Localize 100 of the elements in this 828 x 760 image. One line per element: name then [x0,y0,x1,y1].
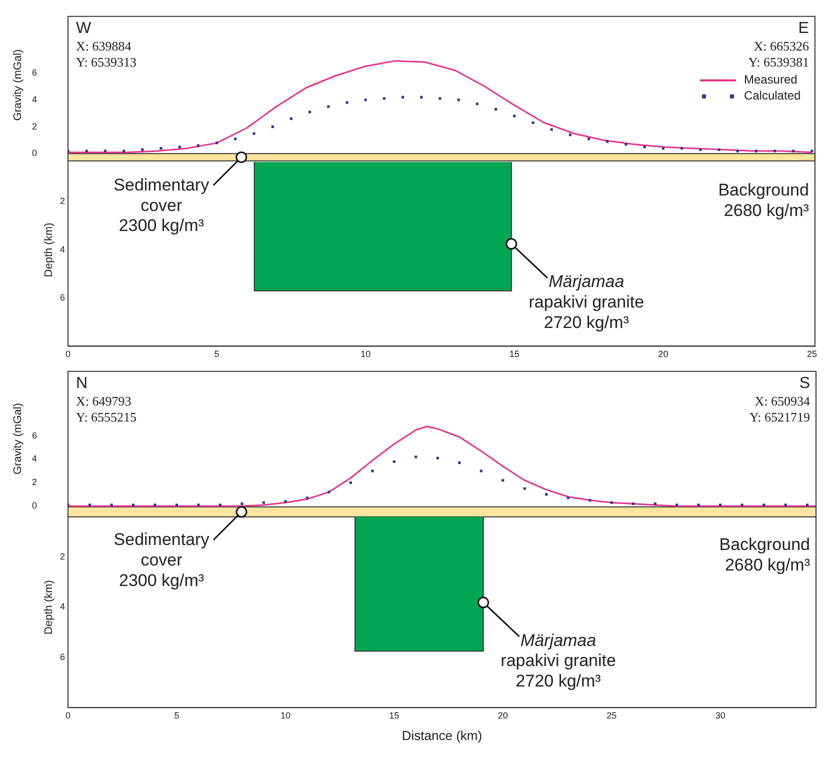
point [104,150,106,152]
point [178,146,181,148]
y-axis-title: Gravity (mGal) [12,403,24,475]
point [513,114,516,118]
y-tick-label: 6 [32,430,37,440]
legend-label: Measured [744,72,798,87]
point [197,504,200,506]
point [662,147,664,150]
x-tick-label: 25 [606,710,617,720]
point [328,490,330,494]
band-label: Sedimentary cover 2300 kg/m³ [114,530,210,590]
point [740,504,744,506]
series-label: Märjamaa rapakivi granite 2720 kg/m³ [528,272,644,332]
point [762,504,766,506]
legend-label: Calculated [744,88,801,103]
point [458,462,461,464]
annotation: X: 649793 [76,393,132,408]
x-tick-label: 30 [715,710,726,720]
point [494,108,498,111]
annotation: Background 2680 kg/m³ [719,535,810,575]
y2-tick-label: 2 [60,552,65,562]
annotation: Y: 6555215 [76,409,137,424]
point [262,501,265,504]
point [610,501,613,504]
point [532,121,534,124]
x-axis-title: Distance (km) [402,728,482,743]
point [308,110,312,114]
point [85,150,88,152]
point [284,500,287,503]
point [523,487,526,490]
point [792,150,795,152]
annotation: Y: 6539313 [76,54,137,70]
x-tick-label: 0 [65,710,71,720]
y2-tick-label: 6 [60,652,65,662]
x-tick-label: 20 [658,349,668,360]
point [545,493,548,496]
y-tick-label: 2 [32,121,37,132]
y2-tick-label: 6 [60,292,65,303]
point [382,97,386,100]
point [568,134,572,136]
point [175,504,178,506]
point [550,128,553,131]
annotation: W [76,20,92,37]
point [414,456,418,458]
y-tick-label: 2 [32,477,37,488]
point [676,504,678,506]
point [234,138,237,140]
point [457,98,460,102]
point [160,147,162,150]
annotation: Y: 6521719 [749,409,810,424]
x-tick-label: 15 [509,349,520,360]
y-tick-label: 4 [32,94,37,104]
annotation: Background 2680 kg/m³ [718,180,810,220]
point [754,150,758,152]
point [122,150,126,152]
point [718,148,720,151]
point [566,496,570,500]
point [719,504,722,506]
y2-tick-label: 4 [60,244,65,254]
y2-axis-title: Depth (km) [43,580,56,634]
x-tick-label: 20 [498,710,508,720]
x-tick-label: 5 [214,349,220,360]
point [218,504,222,506]
point [697,504,700,506]
annotation: X: 639884 [76,38,132,54]
point [606,140,609,143]
x-tick-label: 25 [806,349,817,360]
point [680,147,684,150]
point [252,132,256,135]
point [240,502,244,506]
y-tick-label: 6 [32,67,37,78]
point [402,96,404,98]
annotation: X: 650934 [754,393,810,408]
point [643,146,646,148]
point [476,102,478,106]
point [502,479,504,482]
x-tick-label: 10 [360,349,371,360]
point [654,502,656,506]
y-tick-label: 0 [32,500,37,511]
point [141,148,144,151]
point [110,504,113,506]
y-axis-title: Gravity (mGal) [12,49,24,121]
point [290,117,292,120]
annotation: X: 665326 [754,38,810,54]
point [346,101,348,104]
x-tick-label: 0 [65,349,71,360]
point [774,150,776,152]
series-label: Märjamaa rapakivi granite 2720 kg/m³ [500,630,616,691]
point [632,502,635,506]
point [420,96,423,98]
point [810,150,814,152]
point [271,126,274,128]
band-label: Sedimentary cover 2300 kg/m³ [114,175,210,236]
point [196,144,200,147]
point [88,504,92,506]
annotation: N [76,374,88,392]
point [436,456,439,460]
annotation: Y: 6539381 [748,54,809,70]
point [438,97,442,100]
x-tick-label: 15 [389,710,400,720]
